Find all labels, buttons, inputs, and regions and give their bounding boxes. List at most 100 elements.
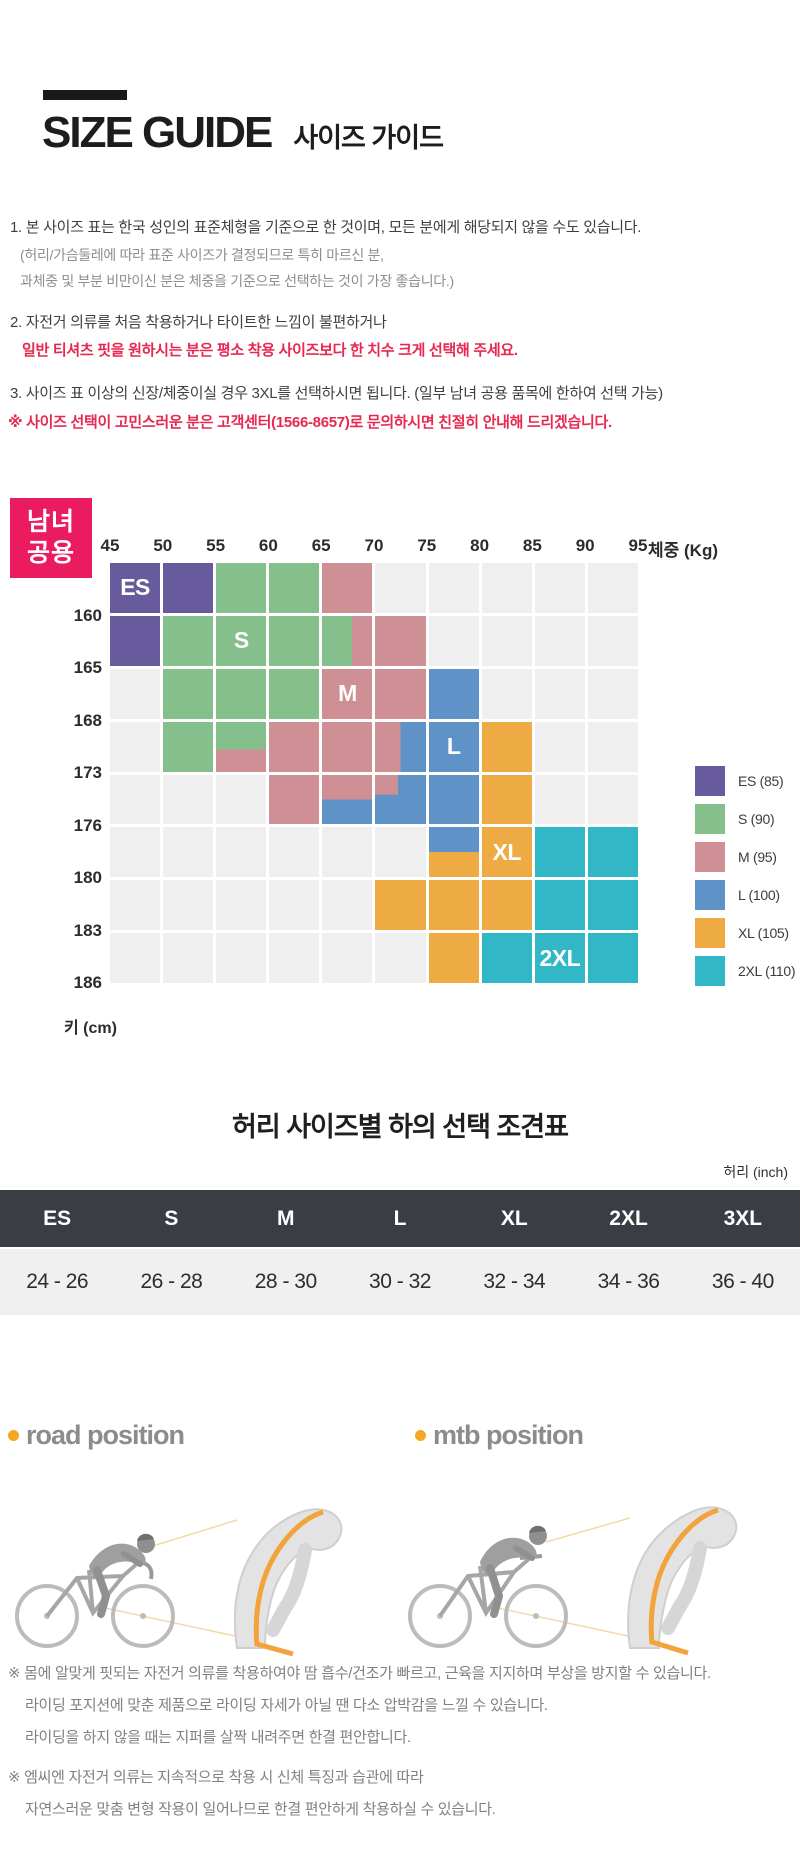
legend-swatch	[695, 766, 725, 796]
size-grid-cell	[216, 668, 267, 719]
waist-size-section: 허리 사이즈별 하의 선택 조견표 허리 (inch) ES S M L XL 2XL 3X…	[0, 1105, 800, 1320]
size-cell-label: S	[233, 627, 249, 654]
size-grid-cell: S	[216, 615, 267, 666]
x-axis-tick: 85	[522, 536, 542, 555]
size-grid-cell	[587, 774, 638, 825]
size-grid-cell	[163, 933, 214, 983]
size-grid-cell	[163, 563, 214, 613]
legend-label: M (95)	[738, 849, 777, 865]
size-grid-cell	[534, 668, 585, 719]
note-2-highlight: 일반 티셔츠 핏을 원하시는 분은 평소 착용 사이즈보다 한 치수 크게 선택…	[22, 342, 518, 359]
road-position-illustration	[15, 1508, 343, 1657]
waist-table-header-cell: ES	[43, 1206, 72, 1230]
size-legend: ES (85) S (90) M (95) L (100) XL (105) 2XL (1…	[695, 766, 796, 994]
waist-table-header-cell: 3XL	[723, 1206, 763, 1230]
legend-swatch	[695, 880, 725, 910]
legend-label: L (100)	[738, 887, 780, 903]
mtb-position-illustration	[408, 1506, 738, 1656]
size-grid-cell	[375, 933, 426, 983]
note-2: 2. 자전거 의류를 처음 착용하거나 타이트한 느낌이 불편하거나	[10, 314, 387, 331]
accent-bar	[43, 90, 127, 100]
legend-label: XL (105)	[738, 925, 789, 941]
size-grid-cell	[110, 721, 161, 772]
legend-item: XL (105)	[695, 918, 795, 948]
unisex-badge-line2: 공용	[26, 539, 75, 567]
size-grid-cell	[110, 933, 161, 983]
size-grid-cell	[322, 827, 373, 878]
size-grid-cell	[322, 774, 373, 825]
size-grid-cell	[587, 721, 638, 772]
size-grid-cell	[587, 933, 638, 983]
waist-table-value-cell: 32 - 34	[483, 1270, 546, 1293]
note-3-highlight: ※ 사이즈 선택이 고민스러운 분은 고객센터(1566-8657)로 문의하시…	[8, 414, 612, 431]
size-grid-cell	[375, 668, 426, 719]
waist-table-header-cell: 2XL	[609, 1206, 648, 1230]
y-axis-tick: 186	[73, 973, 102, 992]
waist-table-value-cell: 30 - 32	[369, 1270, 431, 1293]
x-axis-tick: 55	[206, 536, 226, 555]
size-grid-cell	[269, 668, 320, 719]
size-grid-cell	[269, 827, 320, 878]
size-grid-cell	[110, 615, 161, 666]
size-grid-cell	[269, 774, 320, 825]
waist-table-header-cell: L	[393, 1206, 407, 1230]
riding-position-section: road position mtb position	[0, 1420, 800, 1670]
size-grid-cell	[481, 668, 532, 719]
legend-item: S (90)	[695, 804, 795, 834]
legend-item: ES (85)	[695, 766, 795, 796]
waist-table-header-row: ES S M L XL 2XL 3XL	[0, 1190, 800, 1247]
size-grid-cell	[110, 827, 161, 878]
y-axis-tick: 165	[73, 658, 102, 677]
size-grid-cell	[216, 827, 267, 878]
size-grid-cell	[534, 721, 585, 772]
waist-table-value-cell: 36 - 40	[711, 1270, 774, 1293]
legend-label: ES (85)	[738, 773, 784, 789]
size-grid-cell	[428, 933, 479, 983]
size-grid-cell	[322, 615, 373, 666]
page-subtitle: 사이즈 가이드	[293, 123, 444, 153]
waist-table-value-cell: 34 - 36	[597, 1270, 660, 1293]
care-note-5: 자연스러운 맞춤 변형 작용이 일어나므로 한결 편안하게 착용하실 수 있습니…	[25, 1801, 496, 1818]
x-axis-tick: 95	[628, 536, 648, 555]
size-grid-cell	[216, 880, 267, 931]
size-grid-cell	[428, 827, 479, 878]
size-grid-cell	[216, 563, 267, 613]
page-header: SIZE GUIDE 사이즈 가이드	[42, 108, 444, 158]
size-grid-cell	[322, 933, 373, 983]
legend-swatch	[695, 956, 725, 986]
note-1-sub-1: (허리/가슴둘레에 따라 표준 사이즈가 결정되므로 특히 마르신 분,	[20, 247, 384, 263]
size-grid-cell	[428, 615, 479, 666]
unisex-badge: 남녀 공용	[10, 498, 92, 578]
size-grid-cell	[534, 827, 585, 878]
y-axis-tick: 168	[73, 710, 102, 730]
waist-table-value-cell: 24 - 26	[26, 1270, 89, 1293]
x-axis-tick: 70	[364, 536, 384, 555]
size-grid-cell	[163, 668, 214, 719]
legend-label: 2XL (110)	[738, 963, 796, 979]
note-1-sub-2: 과체중 및 부분 비만이신 분은 체중을 기준으로 선택하는 것이 가장 좋습니…	[20, 273, 454, 289]
size-grid-cell	[216, 774, 267, 825]
legend-swatch	[695, 842, 725, 872]
waist-table-header-cell: S	[164, 1206, 179, 1230]
size-grid-cell	[428, 774, 479, 825]
size-grid-cell	[163, 774, 214, 825]
size-grid-cell	[375, 721, 426, 772]
size-grid-cell	[163, 615, 214, 666]
size-grid-cell	[534, 563, 585, 613]
size-grid-cell	[163, 721, 214, 772]
waist-table-value-cell: 28 - 30	[254, 1270, 317, 1293]
size-grid-cell	[110, 668, 161, 719]
x-axis-tick: 60	[258, 536, 278, 555]
size-grid-cell	[269, 880, 320, 931]
size-grid-cell	[587, 880, 638, 931]
size-grid-cell	[163, 880, 214, 931]
size-grid: ES S M L XL 2XL	[110, 563, 638, 983]
size-grid-cell: XL	[481, 827, 532, 878]
size-cell-label: 2XL	[539, 944, 581, 971]
waist-unit-label: 허리 (inch)	[723, 1164, 788, 1180]
waist-table-value-cell: 26 - 28	[140, 1270, 203, 1293]
mtb-position-header: mtb position	[415, 1420, 584, 1451]
size-grid-cell	[428, 880, 479, 931]
y-axis-tick: 173	[73, 763, 102, 782]
